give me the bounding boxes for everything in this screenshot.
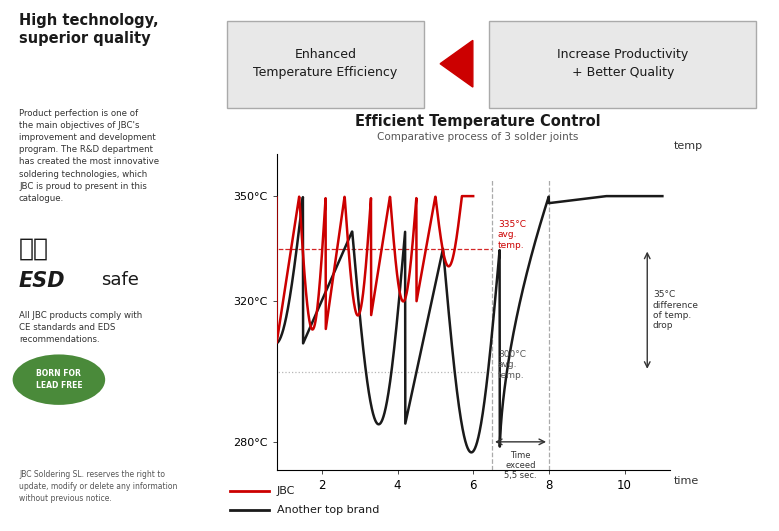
Text: Another top brand: Another top brand	[277, 505, 379, 515]
Text: 35°C
difference
of temp.
drop: 35°C difference of temp. drop	[653, 290, 699, 330]
Text: 335°C
avg.
temp.: 335°C avg. temp.	[498, 220, 526, 250]
Text: time: time	[674, 476, 699, 486]
Text: High technology,
superior quality: High technology, superior quality	[19, 13, 159, 46]
Text: temp: temp	[674, 141, 703, 151]
Text: 300°C
avg.
temp.: 300°C avg. temp.	[498, 350, 526, 380]
Ellipse shape	[12, 355, 105, 405]
Text: Enhanced
Temperature Efficiency: Enhanced Temperature Efficiency	[253, 48, 398, 79]
Text: ⒸⒺ: ⒸⒺ	[19, 236, 49, 260]
Text: Product perfection is one of
the main objectives of JBC's
improvement and develo: Product perfection is one of the main ob…	[19, 109, 159, 203]
Text: Increase Productivity
+ Better Quality: Increase Productivity + Better Quality	[557, 48, 689, 79]
FancyBboxPatch shape	[489, 21, 756, 108]
Text: Efficient Temperature Control: Efficient Temperature Control	[354, 114, 601, 129]
Text: All JBC products comply with
CE standards and EDS
recommendations.: All JBC products comply with CE standard…	[19, 311, 143, 344]
Text: BORN FOR
LEAD FREE: BORN FOR LEAD FREE	[36, 369, 83, 390]
Polygon shape	[440, 40, 473, 87]
Text: safe: safe	[101, 271, 139, 289]
Text: Time
exceed
5,5 sec.: Time exceed 5,5 sec.	[504, 451, 537, 481]
Text: JBC: JBC	[277, 486, 295, 496]
Text: JBC Soldering SL. reserves the right to
update, modify or delete any information: JBC Soldering SL. reserves the right to …	[19, 470, 178, 502]
Text: ESD: ESD	[19, 271, 65, 291]
Text: Comparative process of 3 solder joints: Comparative process of 3 solder joints	[377, 132, 578, 142]
FancyBboxPatch shape	[227, 21, 424, 108]
